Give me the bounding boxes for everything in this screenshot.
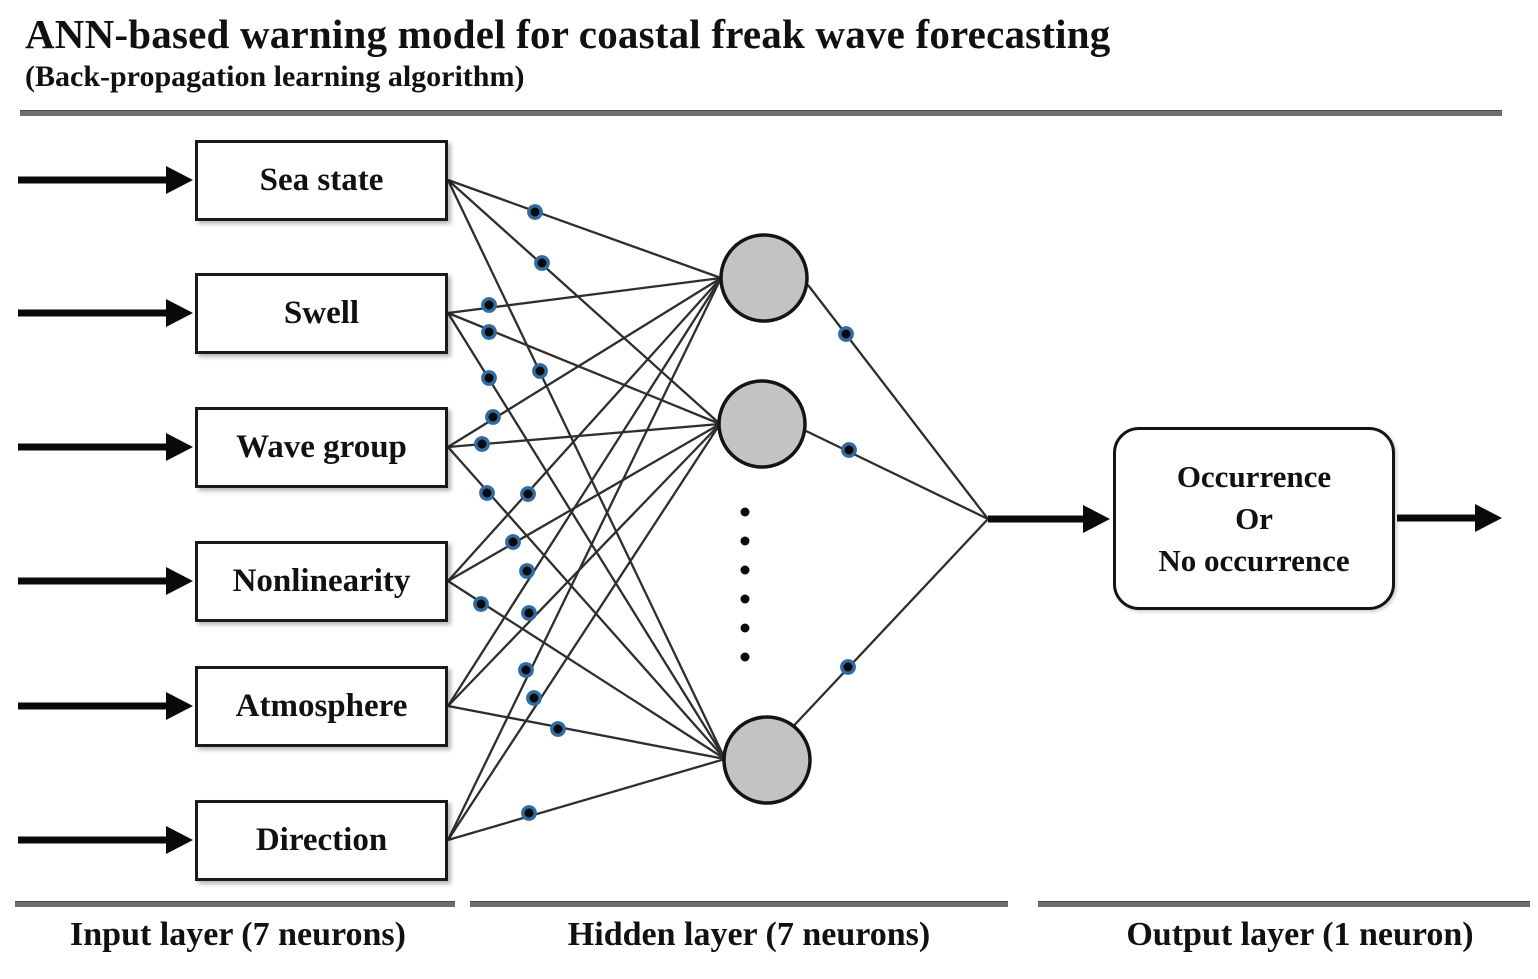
ellipsis-dot xyxy=(740,565,750,575)
weight-dot xyxy=(840,659,856,675)
connection-line xyxy=(447,423,721,582)
weight-dot xyxy=(520,486,536,502)
weight-dot xyxy=(521,805,537,821)
input-arrow-head xyxy=(166,692,193,720)
connection-line xyxy=(447,704,726,761)
weight-dot xyxy=(479,485,495,501)
page-title: ANN-based warning model for coastal frea… xyxy=(25,11,1111,57)
connection-line xyxy=(446,277,723,841)
input-node-label: Nonlinearity xyxy=(232,562,411,599)
input-node-label: Swell xyxy=(283,294,360,331)
weight-dot xyxy=(527,204,543,220)
weight-dot xyxy=(474,436,490,452)
weight-dot xyxy=(521,605,537,621)
input-node-box: Wave group xyxy=(195,406,448,488)
hidden-neuron-circle xyxy=(719,233,809,323)
hidden-layer-rule xyxy=(470,901,1008,907)
weight-dot xyxy=(838,326,854,342)
input-arrow-head xyxy=(166,166,193,194)
header-rule xyxy=(20,110,1502,116)
connection-line xyxy=(446,179,727,760)
hidden-layer-label: Hidden layer (7 neurons) xyxy=(567,916,931,953)
input-arrow-head xyxy=(166,567,193,595)
weight-dot xyxy=(550,721,566,737)
output-arrow-head xyxy=(1083,505,1110,533)
weight-dot xyxy=(505,534,521,550)
connection-line xyxy=(447,277,722,707)
input-layer-label: Input layer (7 neurons) xyxy=(70,916,406,953)
input-arrow-head xyxy=(166,299,193,327)
connection-line xyxy=(447,423,721,707)
weight-dot xyxy=(481,297,497,313)
output-node-box: Occurrence Or No occurrence xyxy=(1113,427,1395,610)
input-arrow-head xyxy=(166,433,193,461)
input-arrow-head xyxy=(166,826,193,854)
connection-line xyxy=(786,518,989,734)
weight-dot xyxy=(473,596,489,612)
input-node-box: Direction xyxy=(195,799,448,881)
hidden-neuron-circle xyxy=(722,715,812,805)
connection-line xyxy=(447,312,726,760)
input-node-label: Wave group xyxy=(236,428,407,465)
weight-dot xyxy=(519,563,535,579)
connection-line xyxy=(447,277,722,582)
weight-dot xyxy=(841,442,857,458)
connection-line xyxy=(447,757,726,842)
weight-dot xyxy=(518,662,534,678)
connection-line xyxy=(447,179,721,425)
input-layer-rule xyxy=(15,901,455,907)
weight-dot xyxy=(481,370,497,386)
connection-line xyxy=(447,446,726,760)
weight-dot xyxy=(534,255,550,271)
output-layer-label: Output layer (1 neuron) xyxy=(1126,916,1474,953)
connection-line xyxy=(447,423,721,841)
weight-dot xyxy=(532,363,548,379)
connection-line xyxy=(447,580,726,760)
ellipsis-dot xyxy=(740,536,750,546)
output-layer-rule xyxy=(1038,901,1530,907)
input-node-label: Direction xyxy=(255,821,388,858)
hidden-neuron-circle xyxy=(717,379,807,469)
page-subtitle: (Back-propagation learning algorithm) xyxy=(25,60,525,93)
final-output-arrow-head xyxy=(1475,504,1502,532)
output-line: Or xyxy=(1235,500,1273,536)
input-node-box: Swell xyxy=(195,272,448,354)
output-line: Occurrence xyxy=(1176,458,1332,494)
connection-line xyxy=(447,178,722,280)
input-node-label: Atmosphere xyxy=(235,687,408,724)
input-node-box: Nonlinearity xyxy=(195,540,448,622)
ellipsis-dot xyxy=(740,623,750,633)
connection-line xyxy=(803,428,989,521)
weight-dot xyxy=(481,324,497,340)
weight-dot xyxy=(526,690,542,706)
output-line: No occurrence xyxy=(1158,542,1350,578)
ellipsis-dot xyxy=(740,652,750,662)
input-node-label: Sea state xyxy=(259,161,384,198)
connection-line xyxy=(447,422,721,449)
input-node-box: Atmosphere xyxy=(195,665,448,747)
ellipsis-dot xyxy=(740,594,750,604)
connection-line xyxy=(807,284,989,520)
input-node-box: Sea state xyxy=(195,139,448,221)
weight-dot xyxy=(485,409,501,425)
ellipsis-dot xyxy=(740,507,750,517)
